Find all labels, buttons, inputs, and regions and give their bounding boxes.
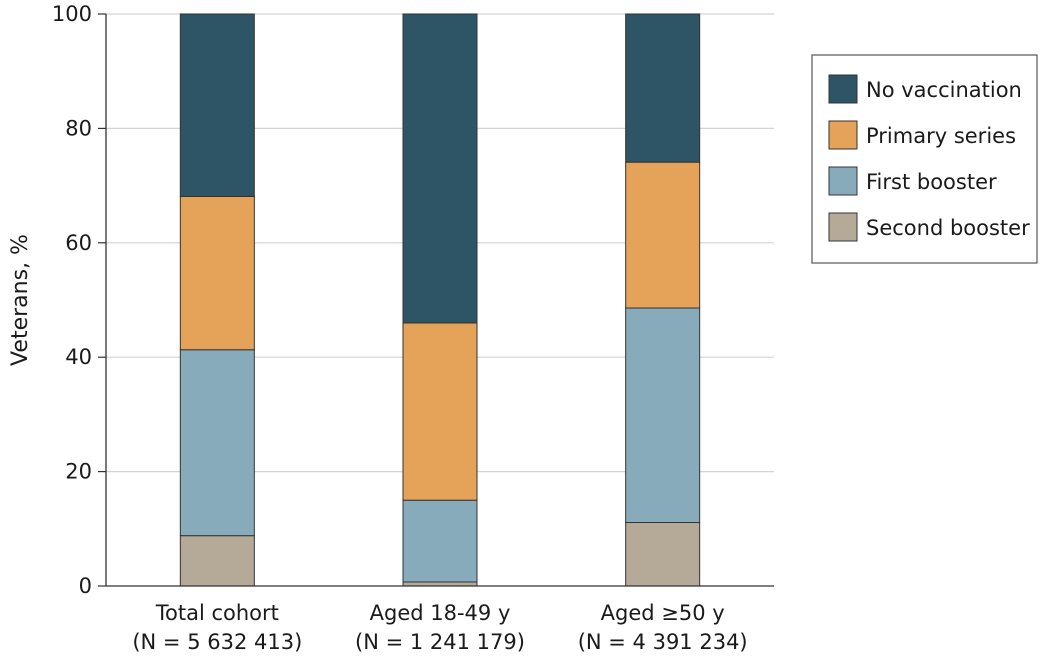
legend-swatch [828, 166, 858, 196]
bar-segment-no-vaccination [402, 13, 478, 324]
y-tick-label: 60 [65, 231, 92, 255]
bar-segment-no-vaccination [625, 13, 701, 163]
y-tick-label: 0 [79, 574, 92, 598]
y-tick-label: 40 [65, 345, 92, 369]
bar-segment-primary-series [625, 161, 701, 309]
bar-segment-first-booster [625, 307, 701, 524]
x-category-sublabel: (N = 5 632 413) [132, 630, 302, 654]
x-category-sublabel: (N = 4 391 234) [578, 630, 748, 654]
legend-label: No vaccination [866, 78, 1022, 102]
legend-label: Primary series [866, 124, 1016, 148]
y-tick-label: 100 [52, 2, 92, 26]
legend-swatch [828, 212, 858, 242]
legend-label: Second booster [866, 216, 1030, 240]
bar-segment-primary-series [179, 195, 255, 351]
x-category-label: Total cohort [155, 601, 279, 625]
y-axis-label: Veterans, % [8, 234, 33, 366]
bar-segment-second-booster [625, 522, 701, 587]
legend: No vaccination Primary series First booste… [811, 54, 1038, 264]
x-category-label: Aged ≥50 y [601, 601, 725, 625]
legend-label: First booster [866, 170, 997, 194]
bar-segment-first-booster [402, 499, 478, 583]
bar-segment-second-booster [179, 535, 255, 587]
bar-segment-first-booster [179, 349, 255, 537]
legend-swatch [828, 74, 858, 104]
y-tick-label: 20 [65, 460, 92, 484]
bar-segment-primary-series [402, 322, 478, 501]
x-category-sublabel: (N = 1 241 179) [355, 630, 525, 654]
x-category-label: Aged 18-49 y [370, 601, 511, 625]
bar-segment-no-vaccination [179, 13, 255, 197]
bars [179, 13, 701, 587]
axes: 0 20 40 60 80 100 Total cohort (N = 5 632 413) A… [52, 2, 774, 654]
legend-swatch [828, 120, 858, 150]
y-tick-label: 80 [65, 116, 92, 140]
